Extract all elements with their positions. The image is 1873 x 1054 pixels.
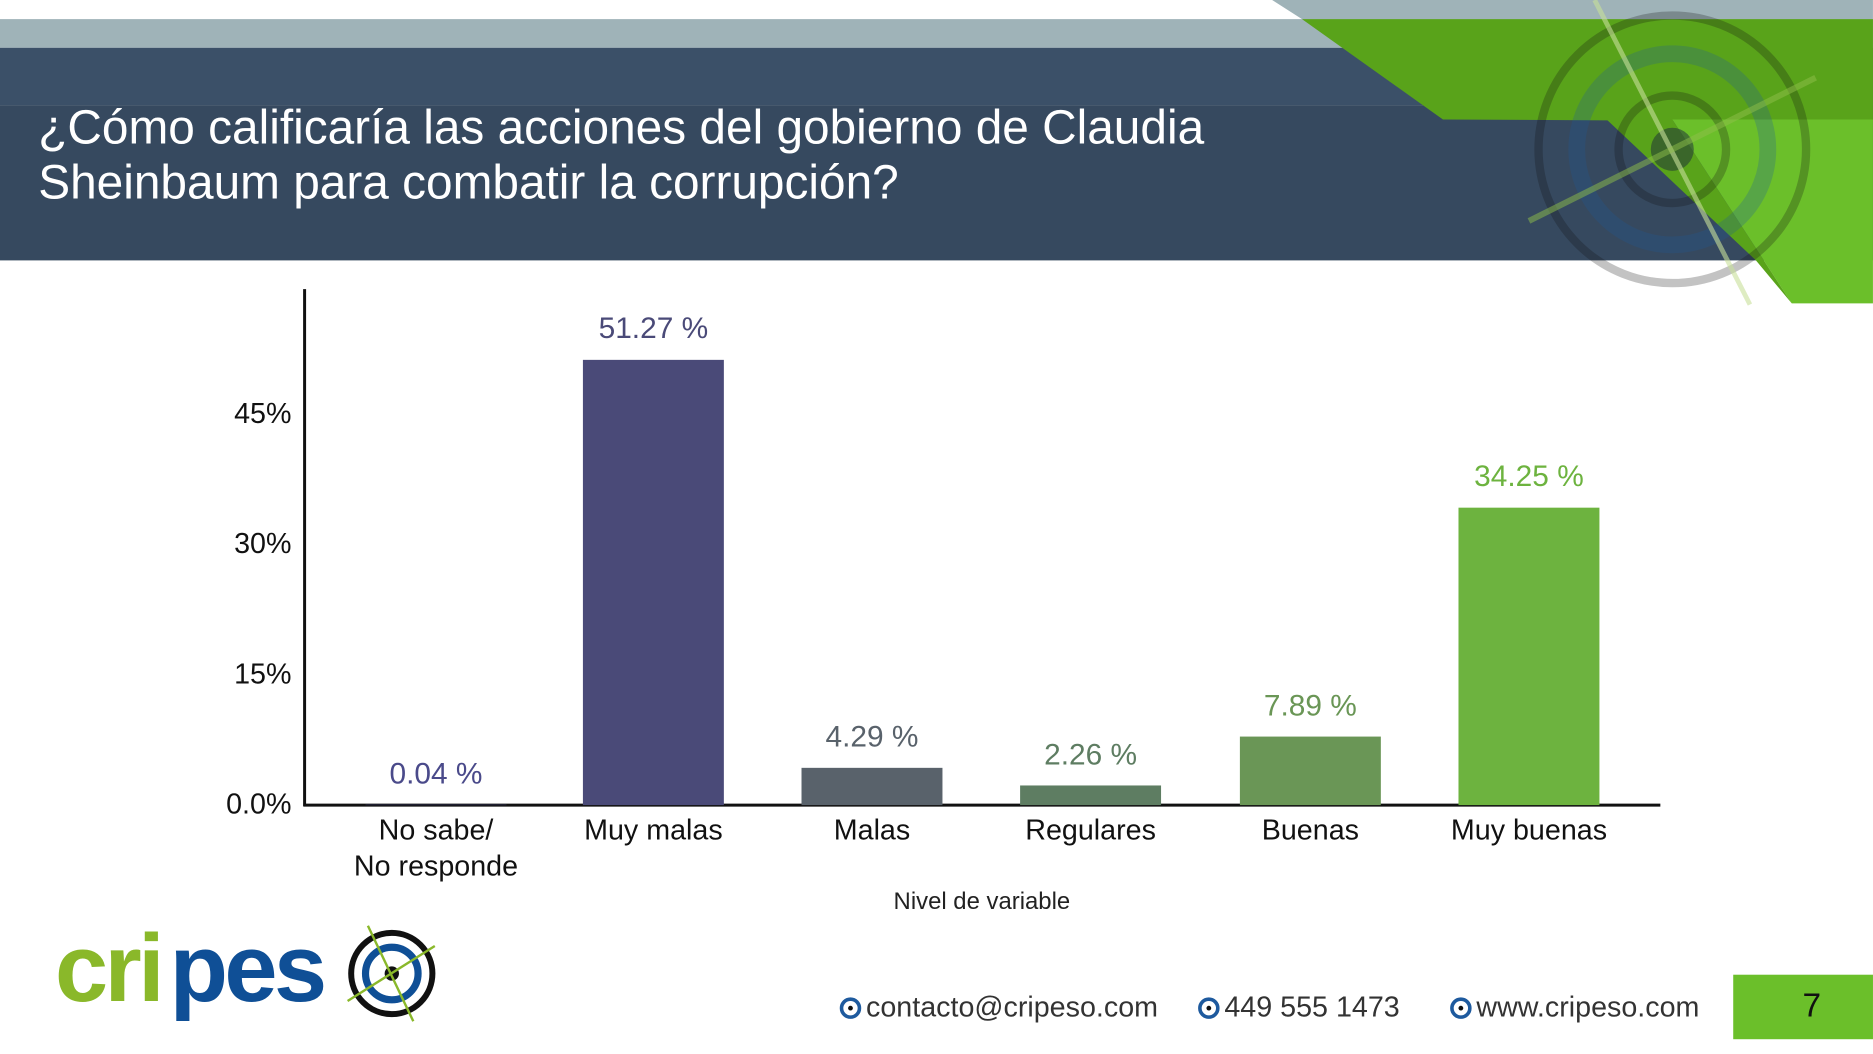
contact-email[interactable]: contacto@cripeso.com <box>839 991 1159 1024</box>
bar-4 <box>1239 736 1381 806</box>
x-tick-label: Regulares <box>1025 814 1156 847</box>
bar-chart <box>303 289 1661 807</box>
x-axis-title: Nivel de variable <box>893 888 1071 915</box>
data-label: 0.04 % <box>389 756 483 791</box>
target-icon <box>839 997 862 1019</box>
y-tick-label: 15% <box>234 658 292 691</box>
svg-text:pes: pes <box>170 920 324 1022</box>
target-icon <box>1450 997 1472 1019</box>
cripeso-logo: cri pes <box>55 915 437 1033</box>
x-tick-label: Muy malas <box>584 814 723 847</box>
x-tick-label: No sabe/ No responde <box>353 814 519 883</box>
x-tick-label: Muy buenas <box>1450 814 1608 847</box>
page-number: 7 <box>1802 986 1822 1024</box>
bar-5 <box>1458 507 1600 806</box>
bar-2 <box>801 767 943 806</box>
bar-3 <box>1020 785 1162 806</box>
page-number-box: 7 <box>1733 974 1873 1040</box>
x-tick-label: Malas <box>833 814 911 847</box>
phone-text: 449 555 1473 <box>1224 991 1400 1024</box>
svg-text:cri: cri <box>55 920 161 1022</box>
contact-website[interactable]: www.cripeso.com <box>1450 991 1699 1024</box>
bar-1 <box>582 359 724 806</box>
email-text: contacto@cripeso.com <box>866 991 1159 1024</box>
target-icon <box>1198 997 1220 1019</box>
data-label: 51.27 % <box>598 312 709 346</box>
data-label: 7.89 % <box>1263 688 1357 723</box>
y-tick-label: 30% <box>234 527 292 561</box>
data-label: 34.25 % <box>1474 459 1584 494</box>
data-label: 2.26 % <box>1044 737 1138 772</box>
header-background <box>0 0 1873 306</box>
website-text: www.cripeso.com <box>1476 991 1700 1024</box>
contact-phone: 449 555 1473 <box>1198 991 1400 1024</box>
page-title: ¿Cómo calificaría las acciones del gobie… <box>38 101 1205 210</box>
y-tick-label: 0.0% <box>226 788 292 821</box>
y-tick-label: 45% <box>234 397 292 430</box>
data-label: 4.29 % <box>825 720 919 754</box>
x-tick-label: Buenas <box>1261 814 1359 847</box>
